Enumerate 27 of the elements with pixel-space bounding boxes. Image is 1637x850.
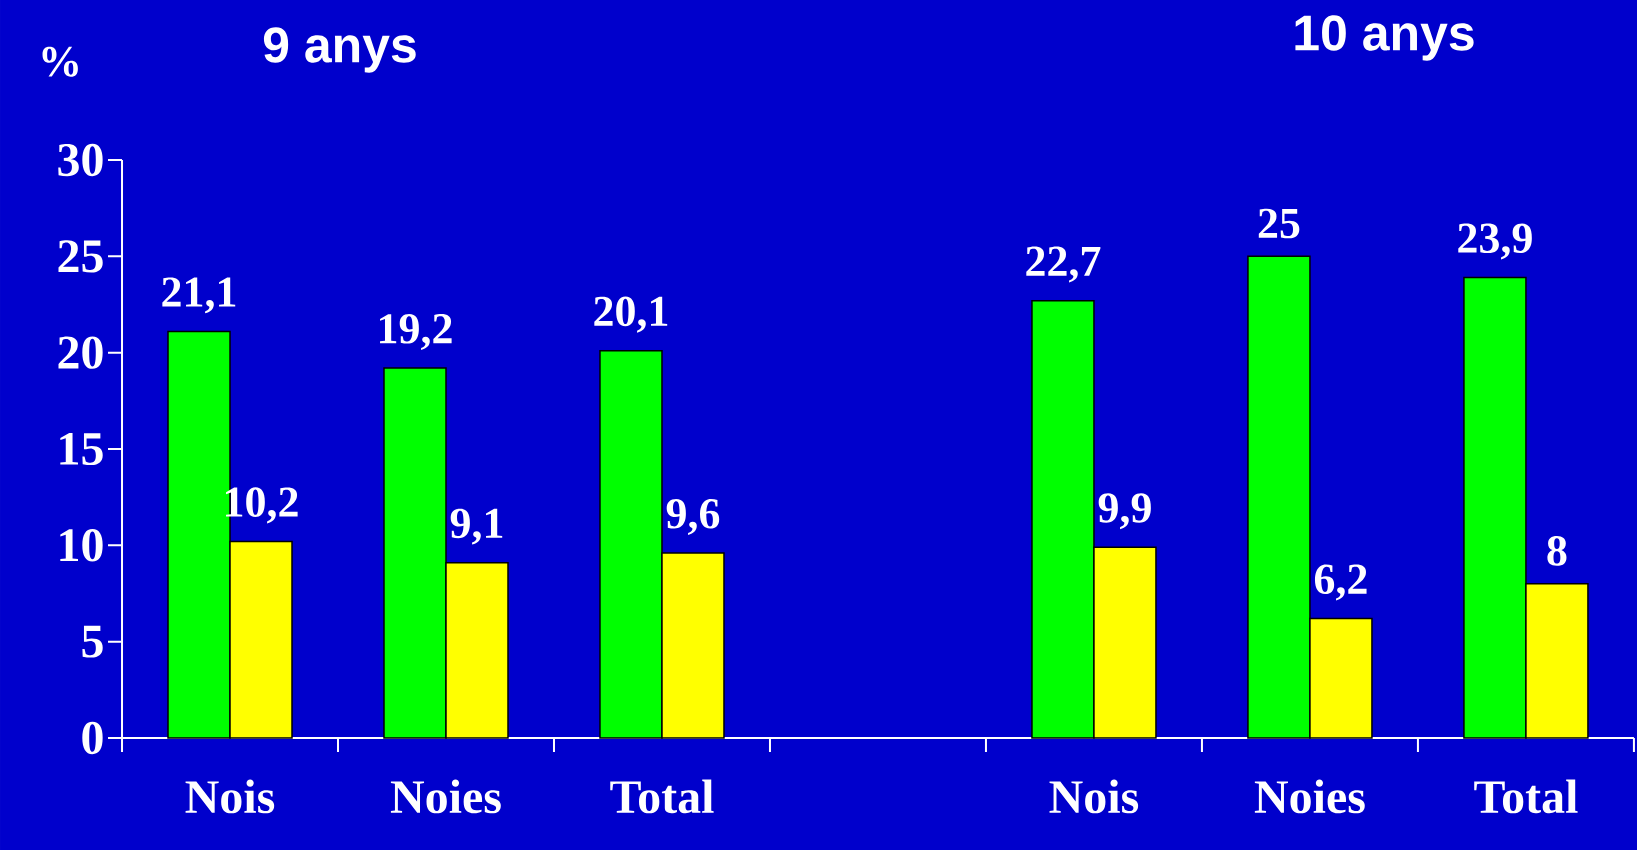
data-label: 23,9 [1458,223,1532,260]
x-tick-label: Noies [390,779,501,814]
y-tick-label: 5 [82,625,103,658]
data-label: 19,2 [380,314,452,350]
text: 9 anys [263,27,416,73]
data-label: 9,6 [666,499,720,535]
y-axis-title: % [42,46,78,77]
data-label: 22,7 [1026,246,1101,283]
x-tick-label: Noies [1254,779,1365,814]
data-label: 8 [1547,536,1567,566]
x-tick-label: Nois [185,779,275,814]
x-tick-label: Total [610,779,714,814]
y-tick-label: 10 [60,529,103,562]
data-label: 20,1 [594,296,668,333]
y-tick-label: 20 [58,336,103,369]
data-label: 21,1 [162,277,236,314]
text: 10 anys [1295,15,1474,61]
y-tick-label: 15 [60,432,103,466]
data-label: 9,9 [1098,493,1151,530]
y-tick-label: 30 [58,143,103,177]
y-tick-label: 25 [58,240,103,273]
y-tick-label: 0 [82,721,103,755]
data-label: 6,2 [1314,564,1367,601]
x-tick-label: Nois [1049,779,1139,814]
data-label: 25 [1258,208,1300,239]
data-label: 9,1 [450,508,503,545]
x-tick-label: Total [1474,779,1578,814]
